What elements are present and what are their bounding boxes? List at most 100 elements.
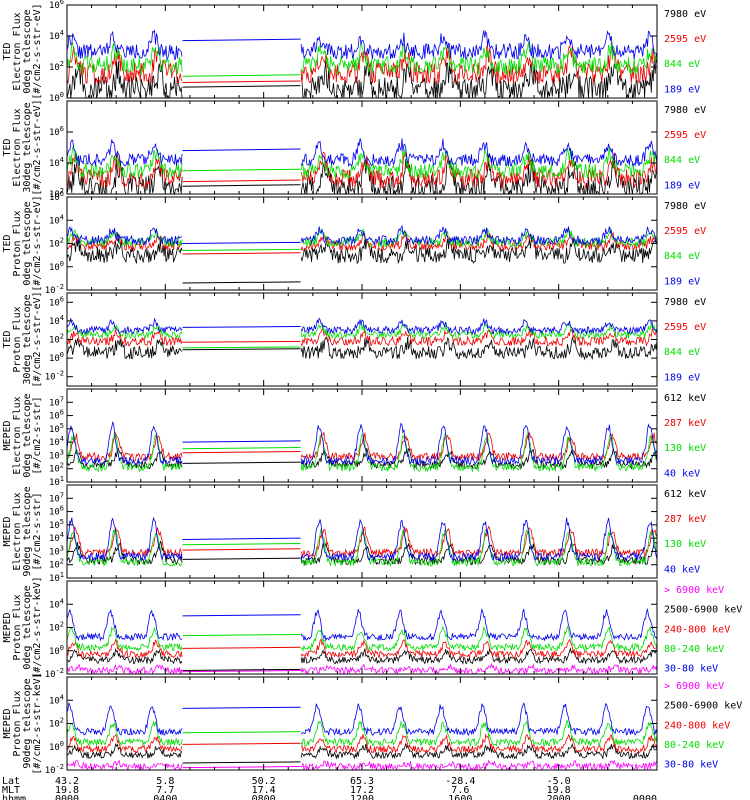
trace-segment bbox=[66, 42, 183, 76]
y-axis-label-line: MEPED bbox=[2, 516, 13, 546]
gap-bridge-line bbox=[182, 446, 301, 450]
y-axis-label-line: MEPED bbox=[2, 420, 13, 450]
legend-label: 130 keV bbox=[664, 443, 706, 454]
series-p6-1 bbox=[67, 525, 658, 559]
legend-label: 287 keV bbox=[664, 514, 706, 525]
legend-label: 189 eV bbox=[664, 180, 700, 191]
y-tick-exponent: 4 bbox=[60, 29, 64, 37]
legend-label: 2595 eV bbox=[664, 34, 706, 45]
legend-label: 612 keV bbox=[664, 489, 706, 500]
trace-segment bbox=[300, 638, 658, 660]
y-tick-label: 107 bbox=[49, 395, 64, 408]
y-tick-exponent: 2 bbox=[60, 717, 64, 725]
trace-segment bbox=[66, 144, 183, 179]
legend-label: 844 eV bbox=[664, 155, 700, 166]
footer-lat-value: 5.8 bbox=[156, 776, 174, 787]
legend-label: 30-80 keV bbox=[664, 664, 718, 675]
y-tick-label: 106 bbox=[49, 409, 64, 422]
gap-bridge-line bbox=[182, 761, 301, 764]
gap-bridge-line bbox=[182, 348, 301, 351]
y-tick-exponent: 1 bbox=[60, 571, 64, 579]
y-tick-label: 102 bbox=[49, 621, 64, 634]
y-tick-label: 102 bbox=[49, 237, 64, 250]
trace-segment bbox=[66, 421, 183, 466]
trace-segment bbox=[300, 236, 658, 265]
y-tick-exponent: 4 bbox=[60, 213, 64, 221]
gap-bridge-line bbox=[182, 614, 301, 617]
gap-bridge-line bbox=[182, 325, 301, 328]
y-axis-label: TEDProton Flux0deg telescope[#/cm2-s-str… bbox=[2, 195, 43, 291]
gap-bridge-line bbox=[182, 179, 301, 183]
y-axis-label-line: Proton Flux bbox=[12, 210, 23, 276]
y-tick-exponent: 4 bbox=[60, 314, 64, 322]
y-tick-label: 106 bbox=[49, 0, 64, 11]
y-axis-label-line: Proton Flux bbox=[12, 594, 23, 660]
y-tick-label: 106 bbox=[49, 295, 64, 308]
footer-hhmm-value: 2000 bbox=[547, 794, 571, 800]
trace-segment bbox=[66, 139, 183, 167]
legend-label: 2595 eV bbox=[664, 322, 706, 333]
y-tick-label: 105 bbox=[49, 518, 64, 531]
trace-segment bbox=[66, 157, 183, 196]
series-p7-3 bbox=[66, 625, 658, 653]
y-tick-label: 104 bbox=[49, 435, 64, 448]
trace-segment bbox=[300, 317, 658, 336]
trace-segment bbox=[66, 701, 183, 736]
trace-segment bbox=[66, 720, 183, 747]
legend-label: 130 keV bbox=[664, 539, 706, 550]
y-axis-label-line: Electron Flux bbox=[12, 108, 23, 186]
trace-segment bbox=[66, 29, 183, 61]
y-tick-exponent: 7 bbox=[60, 491, 64, 499]
y-axis-label-line: [#/cm2-s-str-keV] bbox=[32, 576, 43, 678]
trace-segment bbox=[300, 608, 658, 642]
trace-segment bbox=[66, 227, 183, 248]
y-tick-label: 10-2 bbox=[45, 283, 64, 296]
series-p3-1 bbox=[66, 231, 658, 255]
y-tick-label: 103 bbox=[49, 544, 64, 557]
legend-label: 7980 eV bbox=[664, 105, 706, 116]
gap-bridge-line bbox=[182, 248, 301, 251]
footer-lat-value: -28.4 bbox=[445, 776, 475, 787]
y-axis-label: MEPEDProton Flux0deg telescope[#/cm2-s-s… bbox=[2, 576, 43, 678]
panel-frame bbox=[66, 580, 658, 675]
y-tick-exponent: 5 bbox=[60, 518, 64, 526]
series-p5-2 bbox=[66, 432, 658, 473]
legend-label: 189 eV bbox=[664, 276, 700, 287]
legend-label: 2595 eV bbox=[664, 130, 706, 141]
y-tick-label: 100 bbox=[49, 260, 64, 273]
legend-label: 2595 eV bbox=[664, 226, 706, 237]
legend-label: 287 keV bbox=[664, 418, 706, 429]
legend-label: 189 eV bbox=[664, 372, 700, 383]
y-axis-label-line: 0deg telescope bbox=[22, 585, 33, 669]
series-p2-3 bbox=[66, 138, 658, 168]
series-p7-4 bbox=[66, 608, 658, 642]
trace-segment bbox=[66, 46, 183, 85]
trace-segment bbox=[300, 59, 658, 100]
trace-segment bbox=[66, 324, 183, 340]
y-axis-label-line: [#/cm2-s-str-eV] bbox=[32, 195, 43, 291]
legend-label: 189 eV bbox=[664, 84, 700, 95]
trace-segment bbox=[66, 760, 183, 772]
footer-mlt-value: 17.4 bbox=[252, 785, 276, 796]
trace-segment bbox=[300, 432, 658, 462]
y-tick-exponent: 4 bbox=[60, 531, 64, 539]
footer-mlt-value: 19.8 bbox=[55, 785, 79, 796]
series-p8-1 bbox=[66, 742, 658, 764]
trace-segment bbox=[66, 225, 183, 246]
y-axis-label-line: Electron Flux bbox=[12, 492, 23, 570]
trace-segment bbox=[66, 317, 183, 335]
panel-p7: > 6900 keV 2500-6900 keV 240-800 keV 80-240… bbox=[2, 576, 742, 680]
footer-row-label: hhmm bbox=[2, 794, 26, 800]
y-tick-exponent: 0 bbox=[60, 740, 64, 748]
legend-label: 240-800 keV bbox=[664, 720, 730, 731]
footer-row-label: MLT bbox=[2, 785, 20, 796]
y-tick-label: 103 bbox=[49, 448, 64, 461]
series-p4-0 bbox=[66, 336, 658, 361]
gap-bridge-line bbox=[182, 281, 301, 284]
series-p1-3 bbox=[66, 29, 658, 61]
gap-bridge-line bbox=[182, 461, 301, 464]
trace-segment bbox=[300, 720, 658, 748]
gap-bridge-line bbox=[182, 706, 301, 709]
panel-p4: 7980 eV 2595 eV 844 eV 189 eV 10-2 100 102 104 1… bbox=[2, 291, 706, 387]
